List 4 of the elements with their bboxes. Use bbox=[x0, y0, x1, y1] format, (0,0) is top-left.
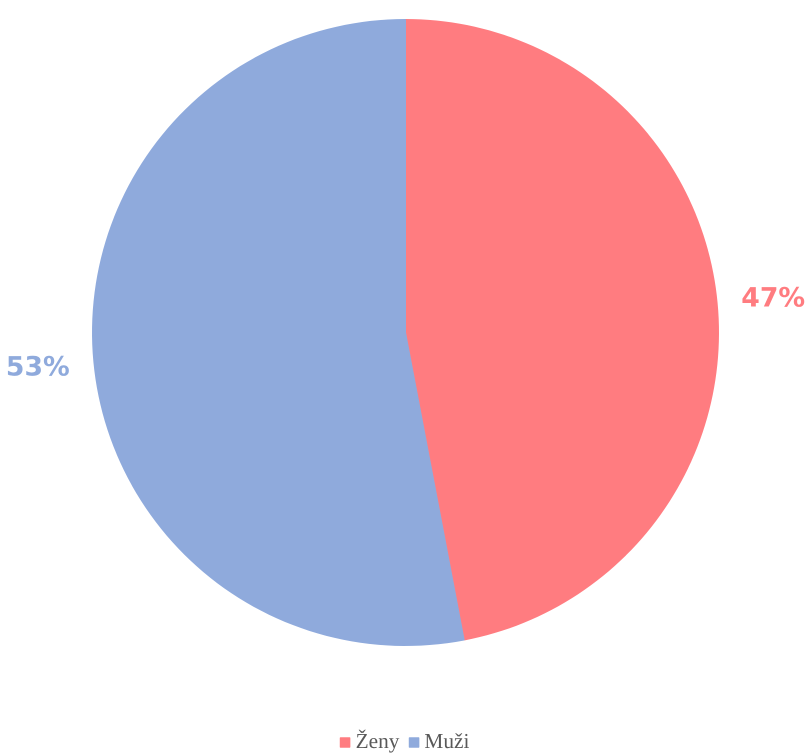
legend-label: Muži bbox=[424, 729, 470, 754]
data-label: 47% bbox=[741, 282, 806, 314]
legend-label: Ženy bbox=[356, 729, 400, 754]
data-label: 53% bbox=[6, 351, 70, 382]
